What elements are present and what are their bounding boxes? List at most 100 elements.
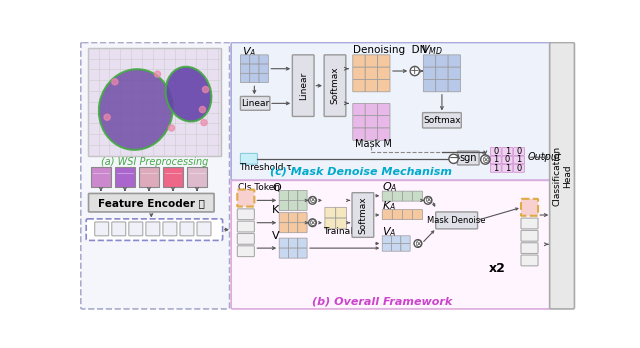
FancyBboxPatch shape — [187, 166, 207, 187]
FancyBboxPatch shape — [324, 55, 346, 117]
FancyBboxPatch shape — [448, 67, 461, 79]
FancyBboxPatch shape — [86, 219, 223, 240]
FancyBboxPatch shape — [163, 166, 183, 187]
FancyBboxPatch shape — [237, 190, 254, 207]
FancyBboxPatch shape — [382, 209, 392, 220]
FancyBboxPatch shape — [237, 209, 254, 220]
FancyBboxPatch shape — [298, 248, 307, 258]
FancyBboxPatch shape — [81, 42, 230, 309]
Circle shape — [481, 155, 490, 164]
FancyBboxPatch shape — [139, 166, 159, 187]
FancyBboxPatch shape — [289, 248, 298, 258]
FancyBboxPatch shape — [353, 128, 365, 140]
FancyBboxPatch shape — [448, 55, 461, 67]
FancyBboxPatch shape — [514, 156, 524, 164]
FancyBboxPatch shape — [112, 222, 125, 236]
FancyBboxPatch shape — [365, 67, 378, 79]
Circle shape — [154, 71, 161, 77]
FancyBboxPatch shape — [298, 213, 307, 223]
Text: Output: Output — [528, 152, 562, 162]
FancyBboxPatch shape — [365, 103, 378, 116]
Text: Feature Encoder 🔒: Feature Encoder 🔒 — [98, 198, 205, 208]
FancyBboxPatch shape — [378, 55, 390, 67]
FancyBboxPatch shape — [378, 79, 390, 92]
FancyBboxPatch shape — [436, 79, 448, 92]
Text: ⊗: ⊗ — [481, 155, 490, 165]
Circle shape — [308, 219, 316, 227]
FancyBboxPatch shape — [336, 207, 347, 218]
FancyBboxPatch shape — [423, 67, 436, 79]
FancyBboxPatch shape — [382, 191, 392, 201]
FancyBboxPatch shape — [365, 55, 378, 67]
FancyBboxPatch shape — [353, 103, 365, 116]
Text: +: + — [410, 66, 419, 76]
FancyBboxPatch shape — [352, 193, 374, 237]
FancyBboxPatch shape — [422, 113, 461, 128]
FancyBboxPatch shape — [250, 73, 259, 82]
FancyBboxPatch shape — [490, 156, 501, 164]
FancyBboxPatch shape — [412, 209, 422, 220]
Text: −: − — [448, 152, 459, 165]
Text: ⊗: ⊗ — [308, 195, 317, 205]
FancyBboxPatch shape — [325, 207, 336, 218]
Text: ⊗: ⊗ — [414, 238, 422, 248]
FancyBboxPatch shape — [382, 244, 392, 251]
Text: 1: 1 — [505, 147, 510, 156]
FancyBboxPatch shape — [237, 221, 254, 232]
FancyBboxPatch shape — [378, 128, 390, 140]
Text: $Q_A$: $Q_A$ — [382, 180, 398, 194]
FancyBboxPatch shape — [401, 244, 410, 251]
FancyBboxPatch shape — [378, 116, 390, 128]
FancyBboxPatch shape — [403, 191, 412, 201]
FancyBboxPatch shape — [521, 255, 538, 266]
FancyBboxPatch shape — [279, 238, 289, 248]
FancyBboxPatch shape — [365, 116, 378, 128]
Text: Linear: Linear — [241, 99, 269, 108]
Circle shape — [414, 240, 422, 247]
Text: 0: 0 — [516, 164, 522, 173]
FancyBboxPatch shape — [514, 148, 524, 155]
FancyBboxPatch shape — [259, 73, 268, 82]
Text: Softmax: Softmax — [358, 196, 367, 234]
FancyBboxPatch shape — [298, 200, 307, 211]
FancyBboxPatch shape — [521, 199, 538, 216]
FancyBboxPatch shape — [458, 151, 479, 165]
FancyBboxPatch shape — [378, 103, 390, 116]
Circle shape — [449, 154, 458, 164]
Circle shape — [308, 197, 316, 204]
FancyBboxPatch shape — [336, 218, 347, 229]
FancyBboxPatch shape — [180, 222, 194, 236]
FancyBboxPatch shape — [412, 191, 422, 201]
FancyBboxPatch shape — [436, 55, 448, 67]
Text: Mask M: Mask M — [355, 139, 392, 149]
Text: Softmax: Softmax — [423, 116, 461, 125]
Circle shape — [201, 119, 207, 126]
Circle shape — [424, 197, 432, 204]
Text: K: K — [272, 205, 280, 215]
FancyBboxPatch shape — [365, 79, 378, 92]
FancyBboxPatch shape — [115, 166, 135, 187]
Text: (c) Mask Denoise Mechanism: (c) Mask Denoise Mechanism — [270, 166, 452, 176]
FancyBboxPatch shape — [289, 238, 298, 248]
FancyBboxPatch shape — [146, 222, 160, 236]
FancyBboxPatch shape — [502, 165, 513, 172]
FancyBboxPatch shape — [237, 246, 254, 256]
FancyBboxPatch shape — [241, 73, 250, 82]
FancyBboxPatch shape — [91, 166, 111, 187]
Text: $K_A$: $K_A$ — [382, 199, 396, 213]
FancyBboxPatch shape — [163, 222, 177, 236]
Text: Softmax: Softmax — [330, 67, 339, 104]
Ellipse shape — [99, 69, 173, 150]
Text: 1: 1 — [493, 156, 499, 165]
FancyBboxPatch shape — [423, 55, 436, 67]
FancyBboxPatch shape — [88, 193, 214, 212]
FancyBboxPatch shape — [237, 234, 254, 244]
FancyBboxPatch shape — [289, 190, 298, 200]
FancyBboxPatch shape — [436, 212, 477, 229]
Text: $V_{MD}$: $V_{MD}$ — [421, 44, 443, 57]
FancyBboxPatch shape — [423, 79, 436, 92]
FancyBboxPatch shape — [353, 67, 365, 79]
Circle shape — [168, 125, 175, 131]
Text: Denoising  DN: Denoising DN — [353, 45, 427, 55]
FancyBboxPatch shape — [279, 248, 289, 258]
